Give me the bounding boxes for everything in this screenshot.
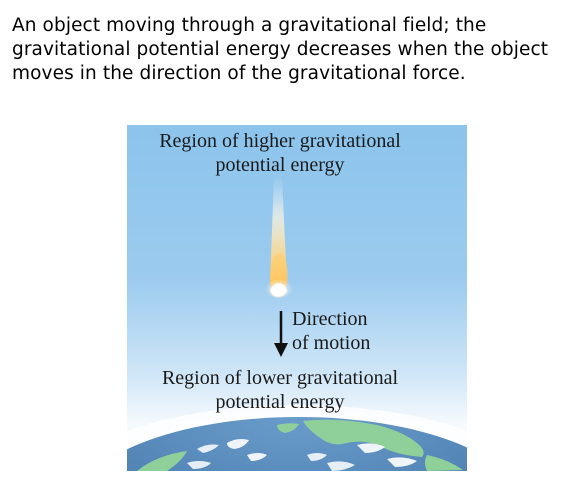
higher-potential-line2: potential energy (215, 154, 345, 176)
earth-icon (127, 417, 467, 471)
diagram-illustration (127, 125, 467, 471)
lower-potential-line2: potential energy (215, 391, 345, 413)
meteor-icon (265, 176, 293, 299)
gravitational-field-diagram: Region of higher gravitational potential… (127, 125, 467, 471)
direction-of-motion-label: Direction of motion (292, 307, 370, 355)
direction-line2: of motion (292, 332, 371, 354)
lower-potential-line1: Region of lower gravitational (161, 367, 399, 389)
higher-potential-label: Region of higher gravitational potential… (127, 129, 433, 177)
higher-potential-line1: Region of higher gravitational (159, 130, 401, 152)
down-arrow-icon (274, 311, 288, 357)
lower-potential-label: Region of lower gravitational potential … (127, 366, 433, 414)
direction-line1: Direction (292, 308, 368, 330)
caption-text: An object moving through a gravitational… (12, 15, 549, 84)
